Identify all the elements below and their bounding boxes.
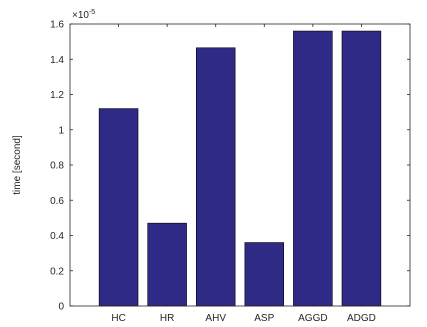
- exponent-power: -5: [89, 9, 95, 16]
- x-tick-label: AHV: [205, 313, 226, 324]
- x-tick-label: ADGD: [347, 313, 376, 324]
- y-axis-exponent: ×10-5: [72, 9, 95, 21]
- y-tick-label: 1.6: [50, 20, 64, 31]
- y-tick-label: 1.4: [50, 55, 64, 66]
- y-axis: 0 0.2 0.4 0.6 0.8 1 1.2 1.4 1.6: [50, 20, 410, 313]
- bar-ahv: [195, 47, 236, 307]
- bar-hc: [98, 108, 139, 307]
- y-tick-label: 0.6: [50, 196, 64, 207]
- y-tick-label: 1: [58, 125, 64, 136]
- y-tick-label: 0.4: [50, 231, 64, 242]
- x-tick-label: ASP: [254, 313, 274, 324]
- x-tick-label: HC: [111, 313, 125, 324]
- x-axis: HC HR AHV ASP AGGD ADGD: [111, 24, 376, 324]
- x-tick-label: AGGD: [298, 313, 327, 324]
- y-axis-label: time [second]: [12, 135, 23, 195]
- bars-group: [98, 30, 382, 307]
- bar-aggd: [293, 30, 333, 307]
- x-tick-label: HR: [160, 313, 174, 324]
- bar-hr: [147, 222, 187, 307]
- bar-adgd: [341, 30, 382, 307]
- exponent-base: ×10: [72, 10, 89, 21]
- y-tick-label: 0: [58, 302, 64, 313]
- bar-asp: [244, 242, 285, 307]
- y-tick-label: 0.2: [50, 266, 64, 277]
- y-tick-label: 1.2: [50, 90, 64, 101]
- y-tick-label: 0.8: [50, 161, 64, 172]
